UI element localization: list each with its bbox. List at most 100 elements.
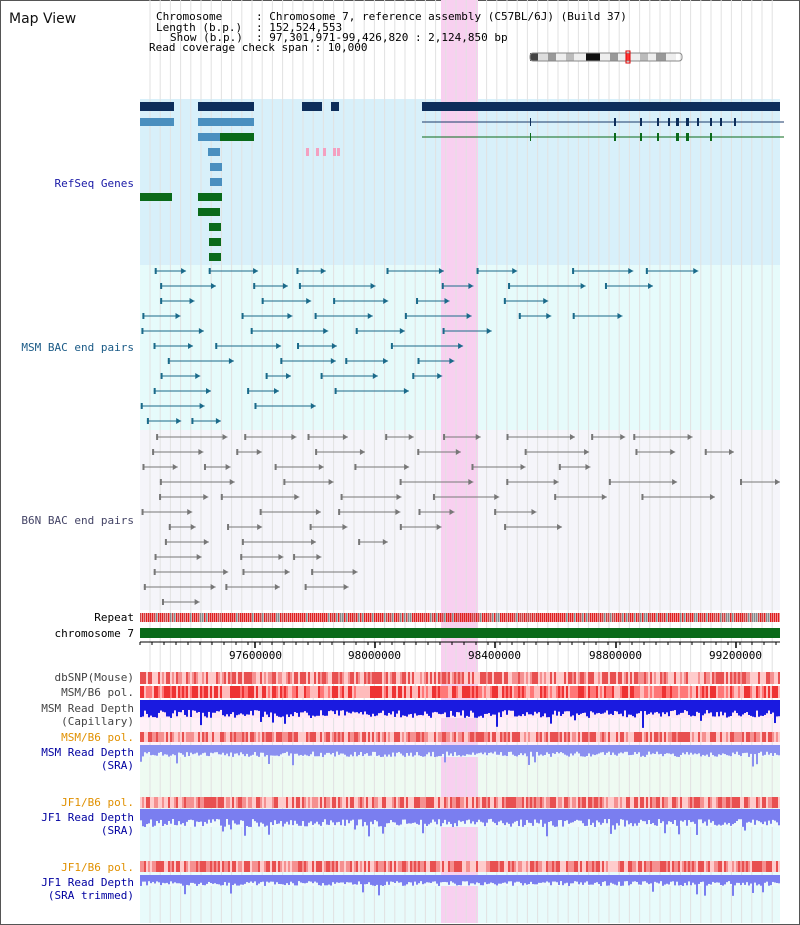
- read-depth-bar: [270, 700, 272, 713]
- polymorphism-cell: [274, 797, 276, 808]
- polymorphism-cell: [604, 686, 606, 698]
- read-depth-bar: [396, 745, 398, 753]
- repeat-element: [284, 613, 286, 622]
- polymorphism-cell: [514, 686, 516, 698]
- polymorphism-cell: [474, 797, 476, 808]
- read-depth-bar: [244, 700, 246, 716]
- polymorphism-cell: [208, 686, 210, 698]
- polymorphism-cell: [504, 732, 506, 742]
- repeat-element: [368, 613, 370, 622]
- read-depth-bar: [632, 875, 634, 882]
- read-depth-bar: [758, 809, 760, 822]
- read-depth-bar: [576, 700, 578, 714]
- polymorphism-cell: [630, 861, 632, 872]
- read-depth-bar: [416, 700, 418, 716]
- repeat-element: [200, 613, 202, 622]
- read-depth-bar: [732, 809, 734, 825]
- polymorphism-cell: [150, 797, 152, 808]
- read-depth-bar: [444, 700, 446, 713]
- read-depth-bar: [534, 745, 536, 763]
- read-depth-bar: [156, 700, 158, 718]
- polymorphism-cell: [764, 672, 766, 684]
- read-depth-bar: [214, 700, 216, 713]
- bac-end-marker: [140, 403, 143, 409]
- polymorphism-cell: [490, 732, 492, 742]
- read-depth-bar: [482, 700, 484, 718]
- repeat-element: [306, 613, 308, 622]
- polymorphism-cell: [260, 797, 262, 808]
- polymorphism-cell: [568, 686, 570, 698]
- read-depth-bar: [142, 875, 144, 882]
- polymorphism-cell: [768, 686, 770, 698]
- polymorphism-cell: [526, 672, 528, 684]
- read-depth-bar: [374, 809, 376, 821]
- repeat-element: [276, 613, 278, 622]
- gene-exon: [614, 118, 616, 126]
- repeat-element: [486, 613, 488, 622]
- polymorphism-cell: [354, 732, 356, 742]
- repeat-element: [146, 613, 148, 622]
- read-depth-bar: [400, 809, 402, 825]
- read-depth-bar: [364, 875, 366, 885]
- read-depth-bar: [654, 809, 656, 826]
- polymorphism-cell: [670, 732, 672, 742]
- read-depth-bar: [770, 875, 772, 886]
- read-depth-bar: [552, 809, 554, 826]
- read-depth-bar: [284, 745, 286, 753]
- polymorphism-cell: [154, 797, 156, 808]
- polymorphism-cell: [336, 732, 338, 742]
- repeat-element: [420, 613, 422, 622]
- read-depth-bar: [230, 875, 232, 894]
- read-depth-bar: [572, 745, 574, 756]
- polymorphism-cell: [742, 732, 744, 742]
- polymorphism-cell: [272, 672, 274, 684]
- polymorphism-cell: [762, 686, 764, 698]
- polymorphism-cell: [280, 861, 282, 872]
- polymorphism-cell: [262, 672, 264, 684]
- repeat-element: [624, 613, 626, 622]
- read-depth-bar: [502, 745, 504, 756]
- read-depth-bar: [144, 809, 146, 827]
- polymorphism-cell: [666, 672, 668, 684]
- repeat-element: [696, 613, 698, 622]
- read-depth-bar: [392, 809, 394, 823]
- polymorphism-cell: [288, 732, 290, 742]
- bac-end-marker: [338, 509, 341, 515]
- read-depth-bar: [564, 745, 566, 755]
- polymorphism-cell: [202, 672, 204, 684]
- bac-end-marker: [311, 569, 314, 575]
- polymorphism-cell: [654, 672, 656, 684]
- polymorphism-cell: [762, 672, 764, 684]
- gene-exon: [686, 118, 689, 126]
- polymorphism-cell: [388, 672, 390, 684]
- polymorphism-cell: [248, 686, 250, 698]
- read-depth-bar: [514, 745, 516, 756]
- bac-end-arrow: [276, 343, 282, 349]
- polymorphism-cell: [642, 672, 644, 684]
- polymorphism-cell: [374, 732, 376, 742]
- polymorphism-cell: [446, 861, 448, 872]
- polymorphism-cell: [606, 686, 608, 698]
- read-depth-bar: [382, 809, 384, 834]
- polymorphism-cell: [424, 732, 426, 742]
- repeat-element: [350, 613, 352, 622]
- polymorphism-cell: [604, 861, 606, 872]
- repeat-element: [394, 613, 396, 622]
- read-depth-bar: [694, 809, 696, 824]
- read-depth-bar: [688, 809, 690, 821]
- read-depth-bar: [408, 700, 410, 715]
- read-depth-bar: [222, 809, 224, 832]
- polymorphism-cell: [190, 732, 192, 742]
- repeat-element: [738, 613, 740, 622]
- polymorphism-cell: [450, 686, 452, 698]
- read-depth-bar: [512, 745, 514, 755]
- read-depth-bar: [580, 745, 582, 757]
- polymorphism-cell: [688, 797, 690, 808]
- read-depth-bar: [626, 745, 628, 752]
- read-depth-bar: [452, 809, 454, 827]
- polymorphism-cell: [522, 732, 524, 742]
- read-depth-bar: [200, 875, 202, 883]
- polymorphism-cell: [360, 732, 362, 742]
- repeat-element: [720, 613, 722, 622]
